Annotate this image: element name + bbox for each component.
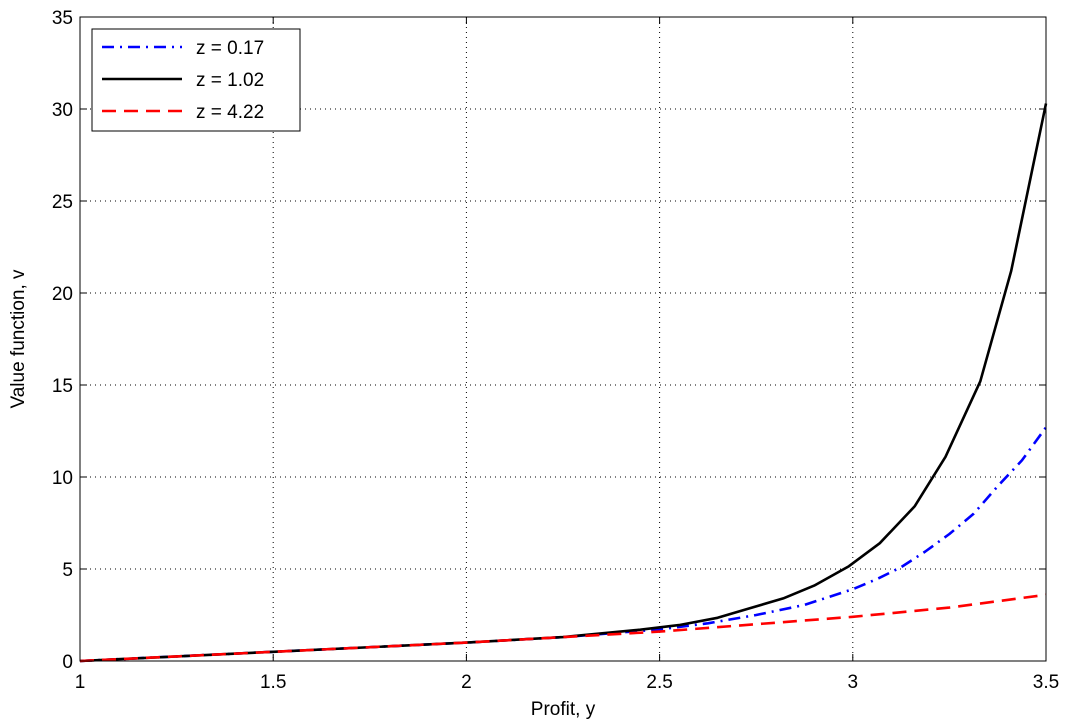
y-tick-label: 10 [52,468,73,489]
series-line [79,593,1047,663]
y-tick-label: 35 [52,8,73,29]
y-tick-label: 25 [52,192,73,213]
x-tick-label: 3 [848,672,859,693]
x-tick-label: 2 [461,672,472,693]
y-tick-label: 5 [62,560,73,581]
x-tick-label: 1 [75,672,86,693]
series-layer [79,103,1048,663]
axis-ticks [79,16,1047,662]
x-tick-label: 2.5 [646,672,672,693]
y-axis-title: Value function, v [8,269,29,409]
x-tick-label: 3.5 [1033,672,1059,693]
x-tick-labels: 1 1.5 2 2.5 3 3.5 [75,672,1060,693]
x-axis-title: Profit, y [531,699,596,720]
plot-frame [79,16,1047,662]
y-tick-label: 0 [62,652,73,673]
legend-label: z = 1.02 [196,70,264,91]
legend-label: z = 4.22 [196,102,264,123]
y-tick-label: 30 [52,100,73,121]
legend: z = 0.17 z = 1.02 z = 4.22 [91,28,301,132]
x-tick-label: 1.5 [260,672,286,693]
y-tick-label: 20 [52,284,73,305]
legend-label: z = 0.17 [196,38,264,59]
y-tick-labels: 0 5 10 15 20 25 30 35 [52,8,73,673]
y-tick-label: 15 [52,376,73,397]
